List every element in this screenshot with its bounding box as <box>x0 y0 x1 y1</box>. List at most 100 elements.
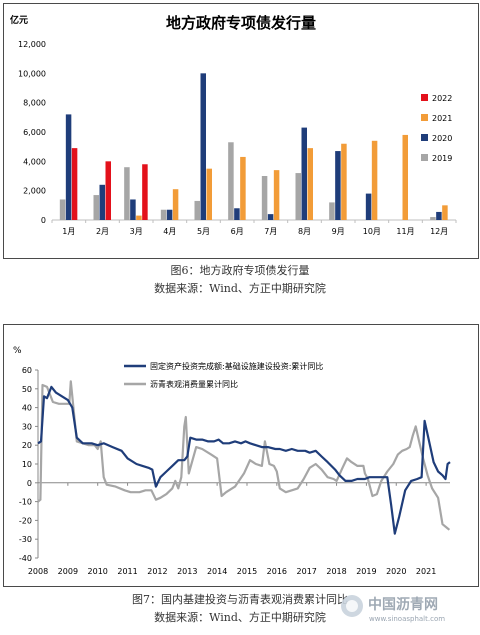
y-axis-unit: 亿元 <box>10 14 28 26</box>
x-tick-label: 2012 <box>147 567 167 576</box>
x-tick-label: 2013 <box>177 567 197 576</box>
bar-2020 <box>436 211 442 220</box>
x-tick-label: 2017 <box>297 567 317 576</box>
chart-panel-2: % -40 -30 -20 -10 0 10 20 30 40 50 60 2008 2009 2010 2… <box>3 324 479 587</box>
x-tick-label: 7月 <box>264 227 277 236</box>
x-tick-label: 3月 <box>130 227 143 236</box>
line-chart: % -40 -30 -20 -10 0 10 20 30 40 50 60 2008 2009 2010 2… <box>13 346 451 576</box>
legend-label-2022: 2022 <box>432 94 452 103</box>
bar-2021 <box>402 134 408 220</box>
x-tick-label: 2008 <box>28 567 48 576</box>
bar-2019 <box>261 176 268 220</box>
bar-2019 <box>124 167 130 220</box>
bar-2020 <box>301 127 307 220</box>
series-line-1 <box>37 385 451 535</box>
y-tick-label: -10 <box>19 498 32 507</box>
y-tick-label: 30 <box>22 422 32 431</box>
y-tick-label: 60 <box>22 366 32 375</box>
x-tick-label: 1月 <box>62 227 75 236</box>
bar-2020 <box>166 209 173 220</box>
x-tick-label: 2月 <box>96 227 109 236</box>
bar-2021 <box>206 168 212 220</box>
bar-2019 <box>228 142 234 220</box>
legend-swatch-2020 <box>421 134 428 141</box>
chart-panel-1: 地方政府专项债发行量 亿元 0 2,000 4,000 6,000 8,000 10,00… <box>3 3 479 259</box>
chart-title: 地方政府专项债发行量 <box>166 14 316 32</box>
x-tick-label: 6月 <box>231 227 244 236</box>
bar-2020 <box>365 193 372 220</box>
bar-2022 <box>71 148 78 220</box>
y-tick-label: 20 <box>22 441 32 450</box>
bar-2021 <box>341 143 347 220</box>
x-tick-label: 8月 <box>298 227 311 236</box>
y-tick-label: 4,000 <box>23 157 46 166</box>
bar-2021 <box>240 156 246 220</box>
bar-2021 <box>442 205 448 220</box>
y-tick-label: 10 <box>22 460 32 469</box>
bar-2020 <box>99 184 105 220</box>
y-tick-label: 8,000 <box>23 99 46 108</box>
bar-2021 <box>172 189 179 220</box>
figure1-caption: 图6：地方政府专项债发行量 <box>170 264 310 277</box>
bar-2019 <box>160 209 167 220</box>
legend-swatch-2019 <box>421 154 428 161</box>
legend-label-2021: 2021 <box>432 114 452 123</box>
x-tick-label: 4月 <box>163 227 176 236</box>
bar-chart: 地方政府专项债发行量 亿元 0 2,000 4,000 6,000 8,000 10,00… <box>10 14 457 236</box>
series-line-2 <box>37 380 451 531</box>
x-tick-label: 9月 <box>332 227 345 236</box>
x-tick-label: 11月 <box>396 227 414 236</box>
bar-2021 <box>371 140 378 220</box>
legend-label-2020: 2020 <box>432 134 452 143</box>
bar-2021 <box>307 148 313 220</box>
y-tick-label: 40 <box>22 404 32 413</box>
x-tick-label: 10月 <box>363 227 381 236</box>
y-tick-label: 12,000 <box>18 40 46 49</box>
bar-2020 <box>65 114 72 220</box>
bar-2019 <box>93 195 99 220</box>
bar-2019 <box>194 200 200 220</box>
watermark-url: www.sinoasphalt.com <box>369 615 445 623</box>
bar-2020 <box>267 214 274 220</box>
x-tick-label: 2018 <box>326 567 346 576</box>
y-tick-label: 0 <box>41 216 46 225</box>
y-tick-label: -20 <box>19 516 32 525</box>
bar-2022 <box>142 164 148 220</box>
y-tick-label: 10,000 <box>18 69 46 78</box>
legend-label-2019: 2019 <box>432 154 452 163</box>
y-tick-label: -30 <box>19 535 32 544</box>
bar-2022 <box>105 161 111 220</box>
bar-2020 <box>130 199 136 220</box>
bar-2020 <box>200 73 206 220</box>
y-tick-label: 2,000 <box>23 187 46 196</box>
x-tick-label: 5月 <box>197 227 210 236</box>
bar-2019 <box>59 199 66 220</box>
y-tick-label: 0 <box>27 479 32 488</box>
bar-2019 <box>329 202 335 220</box>
x-tick-label: 2021 <box>416 567 436 576</box>
bar-2019 <box>295 173 301 220</box>
watermark-logo: 中国沥青网 www.sinoasphalt.com <box>341 595 445 623</box>
figure2-caption: 图7：国内基建投资与沥青表观消费累计同比 <box>132 593 348 606</box>
legend-label-1: 固定资产投资完成额:基础设施建设投资:累计同比 <box>150 361 323 371</box>
x-tick-label: 2020 <box>386 567 406 576</box>
y-tick-label: -40 <box>19 554 32 563</box>
x-tick-label: 2016 <box>267 567 287 576</box>
legend-swatch-2021 <box>421 114 428 121</box>
y-tick-label: 50 <box>22 385 32 394</box>
x-tick-label: 12月 <box>430 227 448 236</box>
y-axis-unit: % <box>13 346 22 356</box>
x-tick-label: 2019 <box>356 567 376 576</box>
legend-label-2: 沥青表观消费量累计同比 <box>150 379 238 389</box>
x-tick-label: 2014 <box>207 567 227 576</box>
x-tick-label: 2009 <box>58 567 78 576</box>
legend-swatch-2022 <box>421 94 428 101</box>
y-tick-label: 6,000 <box>23 128 46 137</box>
bar-2020 <box>234 208 240 220</box>
bar-2019 <box>430 217 436 220</box>
figure2-source: 数据来源：Wind、方正中期研究院 <box>154 611 326 624</box>
bar-2021 <box>136 215 142 220</box>
x-tick-label: 2015 <box>237 567 257 576</box>
bar-2021 <box>273 170 280 220</box>
watermark-title: 中国沥青网 <box>368 596 438 613</box>
